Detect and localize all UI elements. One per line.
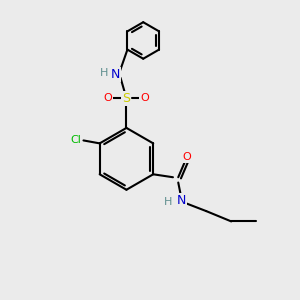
Text: H: H bbox=[100, 68, 108, 78]
Text: N: N bbox=[111, 68, 120, 81]
Text: Cl: Cl bbox=[71, 135, 82, 146]
Text: S: S bbox=[122, 92, 130, 105]
Text: H: H bbox=[164, 197, 172, 207]
Text: O: O bbox=[140, 94, 149, 103]
Text: N: N bbox=[176, 194, 186, 207]
Text: O: O bbox=[104, 94, 112, 103]
Text: O: O bbox=[183, 152, 191, 162]
